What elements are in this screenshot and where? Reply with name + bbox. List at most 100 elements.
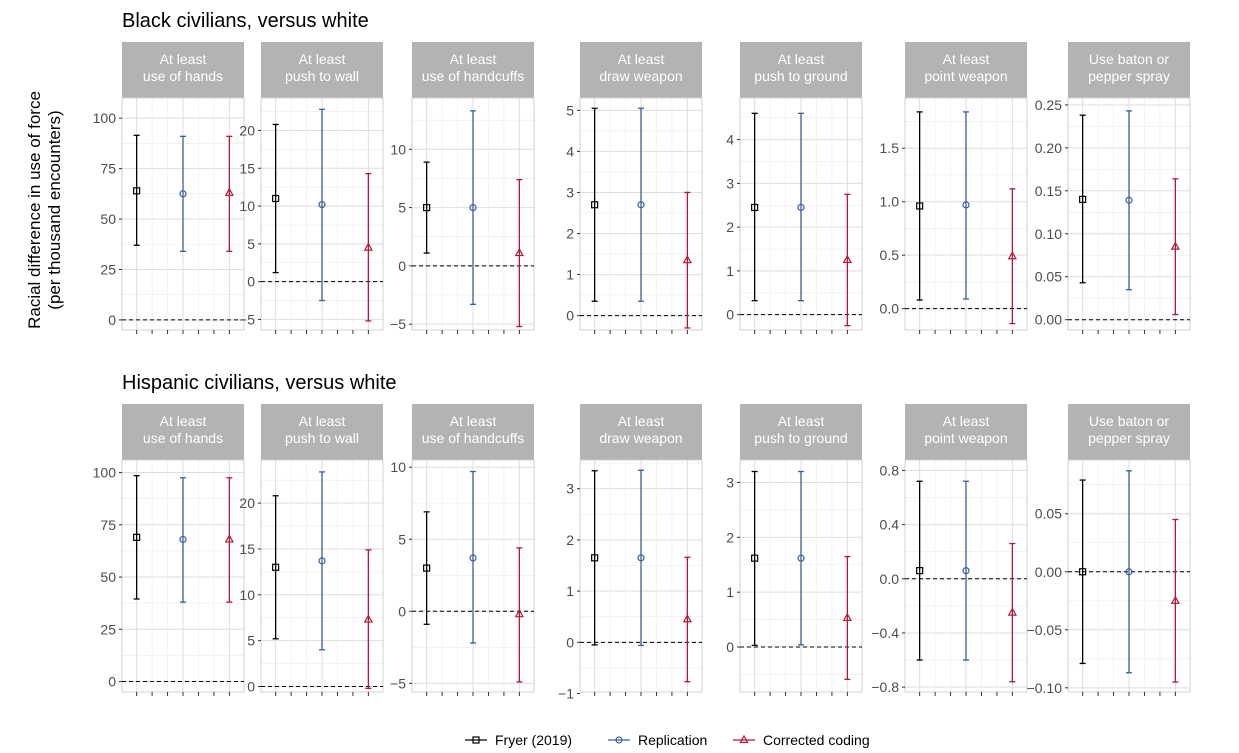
facet-label: point weapon (924, 68, 1007, 84)
y-tick-label: 1.5 (880, 140, 900, 156)
point-estimate (224, 534, 234, 543)
point-estimate (469, 203, 477, 212)
y-tick-label: −1 (558, 686, 574, 702)
error-bar (224, 135, 234, 252)
point-estimate (637, 201, 645, 209)
error-bar (272, 123, 280, 274)
legend-label: Fryer (2019) (495, 732, 572, 748)
facet-label: At least (160, 51, 207, 67)
error-bar (363, 172, 373, 322)
facet-label: At least (778, 413, 825, 429)
legend-key-marker (472, 736, 480, 744)
facet-label: push to wall (285, 430, 359, 446)
row-title: Black civilians, versus white (122, 10, 369, 32)
point-estimate (797, 203, 805, 212)
error-bar (842, 555, 852, 681)
y-tick-label: 15 (239, 541, 255, 557)
legend-item: Replication (608, 732, 707, 748)
facet-strip (740, 404, 862, 460)
facet-strip (580, 42, 702, 98)
y-tick-label: −0.4 (871, 625, 899, 641)
facet-label: At least (943, 51, 990, 67)
legend-item: Fryer (2019) (465, 732, 572, 748)
error-bar (423, 161, 431, 254)
error-bar (514, 178, 524, 328)
point-estimate (318, 200, 326, 209)
error-bar (1079, 479, 1087, 665)
point-estimate (469, 554, 477, 562)
y-tick-label: 25 (100, 621, 116, 637)
y-tick-label: 0.0 (880, 301, 900, 317)
y-tick-label: 100 (93, 110, 117, 126)
y-tick-label: −0.10 (1027, 680, 1063, 696)
y-tick-label: 0.00 (1035, 312, 1062, 328)
point-estimate (133, 533, 141, 541)
facet-label: At least (299, 51, 346, 67)
facet-label: At least (618, 51, 665, 67)
error-bar (179, 477, 187, 603)
point-estimate (318, 557, 326, 565)
y-tick-label: 2 (566, 226, 574, 242)
y-tick-label: 3 (726, 175, 734, 191)
row-title: Hispanic civilians, versus white (122, 372, 397, 394)
y-tick-label: 0 (726, 639, 734, 655)
point-estimate (1079, 195, 1087, 203)
facet-label: push to wall (285, 68, 359, 84)
point-estimate (916, 567, 924, 575)
y-tick-label: 0 (398, 603, 406, 619)
facet-label: At least (618, 413, 665, 429)
error-bar (916, 111, 924, 301)
y-tick-label: 3 (726, 474, 734, 490)
error-bar (591, 470, 599, 646)
y-tick-label: 0.8 (880, 462, 900, 478)
y-tick-label: −0.8 (871, 679, 899, 695)
error-bar (751, 112, 759, 302)
y-tick-label: 0.05 (1035, 269, 1062, 285)
y-tick-label: 0.00 (1035, 564, 1062, 580)
y-tick-label: 4 (566, 143, 574, 159)
facet-label: draw weapon (599, 68, 682, 84)
point-estimate (842, 254, 852, 264)
y-tick-label: 5 (398, 531, 406, 547)
facet-label: use of hands (143, 430, 223, 446)
y-tick-label: 0.10 (1035, 226, 1062, 242)
point-estimate (682, 254, 692, 264)
error-bar (1007, 188, 1017, 325)
facet-label: At least (299, 413, 346, 429)
point-estimate (1125, 196, 1133, 204)
chart-row: Hispanic civilians, versus white At least… (93, 372, 1191, 702)
error-bar (1007, 542, 1017, 683)
facet-label: use of handcuffs (422, 430, 524, 446)
point-estimate (962, 567, 970, 575)
y-axis-label: Racial difference in use of force (per t… (25, 91, 64, 329)
facet-strip (580, 404, 702, 460)
y-tick-label: 20 (239, 495, 255, 511)
legend-label: Corrected coding (763, 732, 870, 748)
error-bar (469, 110, 477, 306)
facet-label: Use baton or (1089, 413, 1169, 429)
legend-item: Corrected coding (733, 732, 870, 748)
error-bar (1170, 518, 1180, 683)
error-bar (318, 108, 326, 302)
chart-rows: Black civilians, versus white At least use… (93, 10, 1191, 702)
point-estimate (591, 554, 599, 562)
y-tick-label: 0 (566, 634, 574, 650)
error-bar (842, 193, 852, 327)
error-bar (637, 107, 645, 302)
y-axis-label-line1: Racial difference in use of force (25, 91, 44, 329)
error-bar (797, 470, 805, 646)
point-estimate (514, 608, 524, 618)
facet-strip (122, 42, 244, 98)
facet-strip (261, 404, 383, 460)
y-tick-label: 5 (398, 200, 406, 216)
error-bar (916, 480, 924, 661)
y-tick-label: 100 (93, 465, 117, 481)
y-tick-label: 3 (566, 481, 574, 497)
